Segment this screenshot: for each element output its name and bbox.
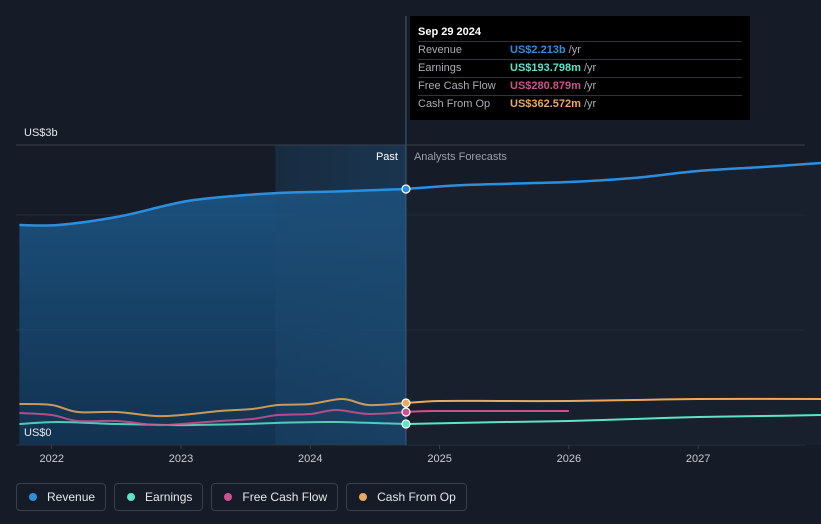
x-tick-label: 2025 (427, 453, 451, 465)
earnings-dot-icon (127, 493, 136, 501)
legend-label: Revenue (47, 490, 96, 504)
tooltip-value: US$280.879m (510, 80, 581, 92)
free-cash-flow-past-line (19, 408, 407, 427)
hover-markers (401, 184, 411, 429)
tooltip-row-earnings: Earnings US$193.798m /yr (418, 59, 742, 77)
tooltip-unit: /yr (583, 80, 597, 92)
x-tick-label: 2026 (557, 453, 581, 465)
tooltip-unit: /yr (583, 98, 597, 110)
legend-item-free-cash-flow[interactable]: Free Cash Flow (211, 483, 339, 511)
y-axis-zero-label: US$0 (24, 427, 52, 439)
tooltip-row-revenue: Revenue US$2.213b /yr (418, 41, 742, 59)
x-axis: 2022 2023 2024 2025 2026 2027 (39, 445, 710, 465)
tooltip-value: US$193.798m (510, 62, 581, 74)
series-lines (19, 161, 821, 427)
axis-labels: US$3b US$0 Past Analysts Forecasts (24, 127, 507, 439)
free-cash-flow-dot-icon (224, 493, 233, 501)
revenue-dot-icon (29, 493, 37, 501)
free-cash-flow-forecast-line (405, 409, 569, 413)
tooltip-date: Sep 29 2024 (418, 26, 481, 38)
x-tick-label: 2027 (686, 453, 710, 465)
y-axis-top-label: US$3b (24, 127, 58, 139)
hover-tooltip: Sep 29 2024 Revenue US$2.213b /yr Earnin… (410, 16, 750, 120)
revenue-forecast-area-fill (406, 163, 821, 445)
legend-label: Free Cash Flow (242, 490, 328, 504)
past-highlight-band (275, 16, 407, 445)
tooltip-label: Cash From Op (418, 98, 491, 110)
forecast-label: Analysts Forecasts (414, 151, 507, 163)
legend-item-earnings[interactable]: Earnings (114, 483, 204, 511)
tooltip-value: US$362.572m (510, 98, 581, 110)
tooltip-value: US$2.213b (510, 44, 566, 56)
tooltip-unit: /yr (583, 62, 597, 74)
tooltip-row-cash-from-op: Cash From Op US$362.572m /yr (418, 95, 742, 113)
legend-item-cash-from-op[interactable]: Cash From Op (346, 483, 467, 511)
revenue-forecast-line (405, 161, 821, 191)
legend-label: Earnings (145, 490, 193, 504)
x-tick-label: 2022 (39, 453, 63, 465)
tooltip-label: Earnings (418, 62, 462, 74)
cash-from-op-forecast-line (405, 397, 821, 404)
revenue-marker (401, 184, 411, 194)
x-tick-label: 2024 (298, 453, 322, 465)
chart-legend: Revenue Earnings Free Cash Flow Cash Fro… (16, 483, 475, 511)
earnings-marker (401, 419, 411, 429)
cash-from-op-marker (401, 398, 411, 408)
tooltip-label: Revenue (418, 44, 463, 56)
cash-from-op-dot-icon (359, 493, 368, 501)
legend-item-revenue[interactable]: Revenue (16, 483, 107, 511)
earnings-forecast-line (405, 414, 821, 425)
past-year-highlight (275, 145, 406, 445)
tooltip-unit: /yr (568, 44, 581, 56)
earnings-past-line (19, 420, 407, 427)
revenue-past-line (19, 187, 407, 227)
past-label: Past (376, 151, 398, 163)
tooltip-row-free-cash-flow: Free Cash Flow US$280.879m /yr (418, 77, 742, 95)
tooltip-label: Free Cash Flow (418, 80, 496, 92)
x-tick-label: 2023 (169, 453, 193, 465)
cash-from-op-past-line (19, 397, 407, 418)
free-cash-flow-marker (401, 407, 411, 417)
legend-label: Cash From Op (377, 490, 456, 504)
